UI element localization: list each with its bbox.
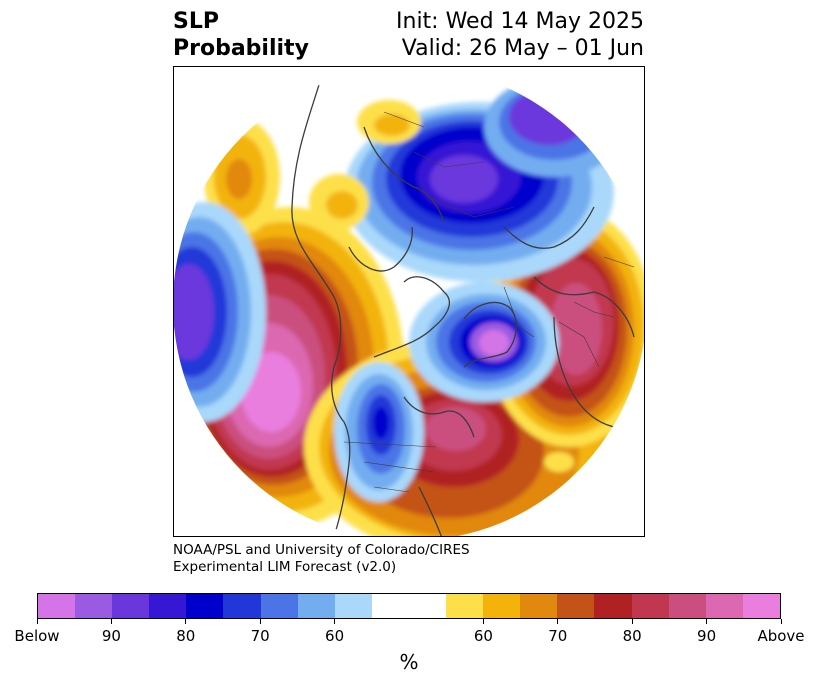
colorbar — [37, 593, 781, 619]
colorbar-tick-mark — [780, 619, 782, 624]
colorbar-tick-label: Below — [14, 627, 60, 645]
aleutian-above-region — [204, 119, 280, 235]
colorbar-segment — [594, 594, 632, 618]
colorbar-segment — [297, 594, 335, 618]
colorbar-tick-label: 60 — [473, 627, 493, 645]
colorbar-tick-label: 90 — [101, 627, 121, 645]
colorbar-segment — [631, 594, 669, 618]
colorbar-tick-label: Above — [757, 627, 805, 645]
colorbar-unit: % — [399, 650, 419, 674]
colorbar-segment — [520, 594, 558, 618]
greenland-below-region — [409, 282, 559, 402]
colorbar-segment — [446, 594, 484, 618]
forecast-dates: Init: Wed 14 May 2025 Valid: 26 May – 01… — [396, 8, 644, 62]
north-above-patches — [309, 100, 574, 472]
colorbar-tick-label: 80 — [622, 627, 642, 645]
credit-line-1: NOAA/PSL and University of Colorado/CIRE… — [173, 542, 470, 558]
colorbar-tick-label: 80 — [176, 627, 196, 645]
init-date: Init: Wed 14 May 2025 — [396, 9, 644, 34]
north-pacific-below-region — [174, 202, 266, 422]
colorbar-tick-mark — [482, 619, 484, 624]
colorbar-segment — [334, 594, 372, 618]
colorbar-tick-mark — [259, 619, 261, 624]
colorbar-segment — [260, 594, 298, 618]
central-na-below-region — [334, 362, 424, 502]
colorbar-segment — [149, 594, 187, 618]
colorbar-segment — [223, 594, 261, 618]
colorbar-tick-label: 70 — [548, 627, 568, 645]
colorbar-tick-mark — [110, 619, 112, 624]
colorbar-segment — [112, 594, 150, 618]
colorbar-segment — [371, 594, 409, 618]
colorbar-segment — [38, 594, 76, 618]
colorbar-segment — [186, 594, 224, 618]
credit-text: NOAA/PSL and University of Colorado/CIRE… — [173, 542, 470, 576]
colorbar-segment — [742, 594, 780, 618]
map-panel — [173, 66, 645, 537]
probability-map — [174, 67, 644, 536]
colorbar-segment — [705, 594, 743, 618]
colorbar-segment — [557, 594, 595, 618]
colorbar-tick-label: 70 — [250, 627, 270, 645]
colorbar-tick-mark — [631, 619, 633, 624]
colorbar-segment — [408, 594, 447, 618]
colorbar-tick-mark — [334, 619, 336, 624]
title-line-2: Probability — [173, 36, 309, 61]
colorbar-tick-mark — [706, 619, 708, 624]
colorbar-segment — [668, 594, 706, 618]
colorbar-segment — [75, 594, 113, 618]
colorbar-tick-mark — [185, 619, 187, 624]
credit-line-2: Experimental LIM Forecast (v2.0) — [173, 559, 397, 575]
valid-dates: Valid: 26 May – 01 Jun — [401, 36, 644, 61]
siberia-below-region — [484, 77, 624, 177]
borders — [343, 111, 635, 493]
colorbar-tick-label: 60 — [325, 627, 345, 645]
map-title: SLP Probability — [173, 8, 309, 62]
colorbar-tick-mark — [557, 619, 559, 624]
title-line-1: SLP — [173, 9, 219, 34]
colorbar-segment — [483, 594, 521, 618]
colorbar-tick-mark — [36, 619, 38, 624]
colorbar-tick-label: 90 — [697, 627, 717, 645]
